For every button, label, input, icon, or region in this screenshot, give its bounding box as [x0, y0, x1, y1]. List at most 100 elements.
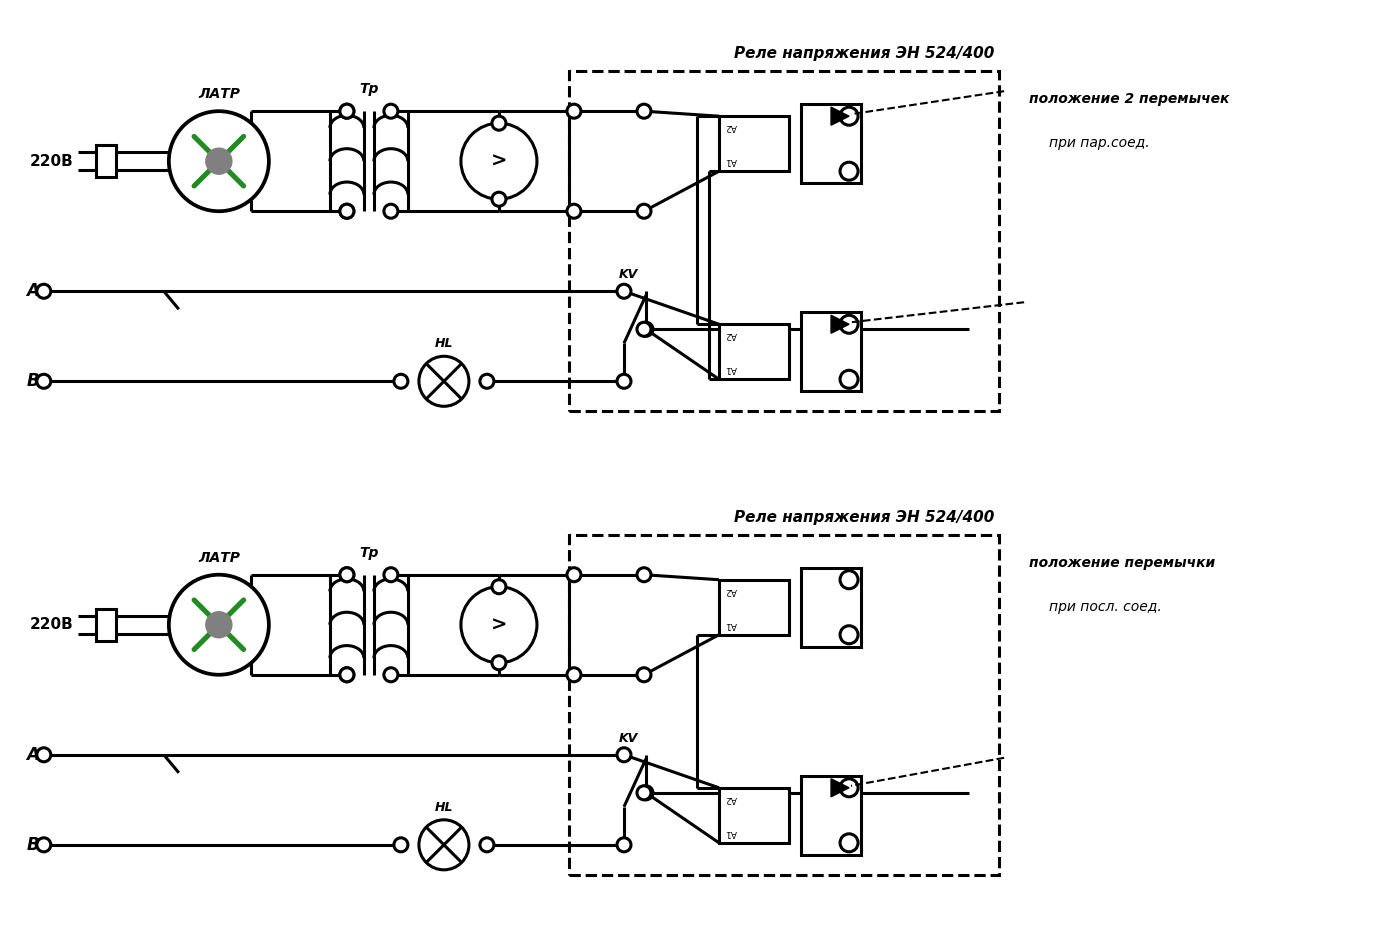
- Circle shape: [37, 747, 51, 762]
- Text: HL: HL: [434, 338, 453, 350]
- Bar: [96, 608, 116, 640]
- Circle shape: [492, 580, 506, 594]
- Text: Тр: Тр: [360, 82, 379, 96]
- Circle shape: [637, 668, 650, 682]
- Text: при пар.соед.: при пар.соед.: [1049, 136, 1149, 150]
- Text: A2: A2: [725, 586, 737, 595]
- Text: Реле напряжения ЭН 524/400: Реле напряжения ЭН 524/400: [734, 510, 995, 525]
- Text: В: В: [26, 836, 39, 854]
- Bar: [801, 568, 861, 647]
- Circle shape: [340, 568, 354, 582]
- Circle shape: [419, 357, 469, 406]
- Bar: [569, 534, 999, 875]
- Text: A1: A1: [725, 156, 737, 166]
- Circle shape: [340, 104, 354, 118]
- Text: KV: KV: [619, 269, 638, 281]
- Circle shape: [394, 375, 408, 388]
- Circle shape: [340, 568, 354, 582]
- Text: >: >: [491, 151, 507, 170]
- Circle shape: [340, 204, 354, 219]
- Circle shape: [637, 323, 650, 336]
- Bar: [96, 145, 116, 177]
- Circle shape: [637, 104, 650, 118]
- Circle shape: [384, 668, 398, 682]
- Circle shape: [384, 568, 398, 582]
- Bar: [719, 116, 790, 171]
- Text: A1: A1: [725, 364, 737, 374]
- Text: при посл. соед.: при посл. соед.: [1049, 600, 1162, 614]
- Polygon shape: [831, 107, 849, 125]
- Bar: [719, 788, 790, 843]
- Circle shape: [639, 323, 653, 336]
- Circle shape: [617, 284, 631, 298]
- Text: >: >: [491, 615, 507, 634]
- Circle shape: [460, 587, 537, 663]
- Circle shape: [340, 668, 354, 682]
- Circle shape: [566, 204, 582, 219]
- Bar: [719, 580, 790, 635]
- Polygon shape: [831, 315, 849, 333]
- Circle shape: [169, 575, 269, 674]
- Text: A1: A1: [725, 620, 737, 629]
- Circle shape: [617, 747, 631, 762]
- Circle shape: [617, 838, 631, 851]
- Circle shape: [492, 116, 506, 131]
- Circle shape: [384, 104, 398, 118]
- Circle shape: [841, 162, 858, 180]
- Circle shape: [37, 838, 51, 851]
- Circle shape: [460, 123, 537, 200]
- Circle shape: [639, 786, 653, 799]
- Circle shape: [169, 112, 269, 211]
- Text: 220В: 220В: [30, 617, 74, 632]
- Circle shape: [637, 568, 650, 582]
- Circle shape: [566, 668, 582, 682]
- Circle shape: [37, 284, 51, 298]
- Circle shape: [205, 149, 232, 174]
- Circle shape: [37, 375, 51, 388]
- Text: KV: KV: [619, 732, 638, 745]
- Text: A2: A2: [725, 122, 737, 131]
- Circle shape: [340, 668, 354, 682]
- Bar: [801, 312, 861, 392]
- Bar: [719, 324, 790, 379]
- Text: ЛАТР: ЛАТР: [198, 87, 240, 101]
- Circle shape: [566, 104, 582, 118]
- Circle shape: [841, 779, 858, 797]
- Text: ЛАТР: ЛАТР: [198, 551, 240, 565]
- Text: 220В: 220В: [30, 153, 74, 168]
- Circle shape: [205, 612, 232, 638]
- Text: A2: A2: [725, 794, 737, 803]
- Bar: [569, 71, 999, 412]
- Circle shape: [617, 375, 631, 388]
- Text: A2: A2: [725, 330, 737, 340]
- Text: А: А: [26, 745, 39, 763]
- Circle shape: [492, 192, 506, 206]
- Circle shape: [637, 204, 650, 219]
- Circle shape: [637, 786, 650, 799]
- Circle shape: [419, 820, 469, 869]
- Circle shape: [841, 625, 858, 643]
- Text: положение 2 перемычек: положение 2 перемычек: [1029, 92, 1229, 106]
- Circle shape: [841, 315, 858, 333]
- Circle shape: [480, 375, 493, 388]
- Text: A1: A1: [725, 828, 737, 837]
- Text: HL: HL: [434, 801, 453, 814]
- Circle shape: [340, 204, 354, 219]
- Circle shape: [340, 104, 354, 118]
- Circle shape: [492, 656, 506, 670]
- Bar: [801, 104, 861, 184]
- Circle shape: [480, 838, 493, 851]
- Text: В: В: [26, 373, 39, 391]
- Text: Тр: Тр: [360, 546, 379, 560]
- Circle shape: [841, 833, 858, 851]
- Text: А: А: [26, 282, 39, 300]
- Circle shape: [384, 204, 398, 219]
- Circle shape: [841, 370, 858, 388]
- Text: положение перемычки: положение перемычки: [1029, 555, 1215, 569]
- Circle shape: [566, 568, 582, 582]
- Circle shape: [841, 570, 858, 588]
- Bar: [801, 776, 861, 855]
- Circle shape: [841, 107, 858, 125]
- Polygon shape: [831, 779, 849, 797]
- Text: Реле напряжения ЭН 524/400: Реле напряжения ЭН 524/400: [734, 46, 995, 61]
